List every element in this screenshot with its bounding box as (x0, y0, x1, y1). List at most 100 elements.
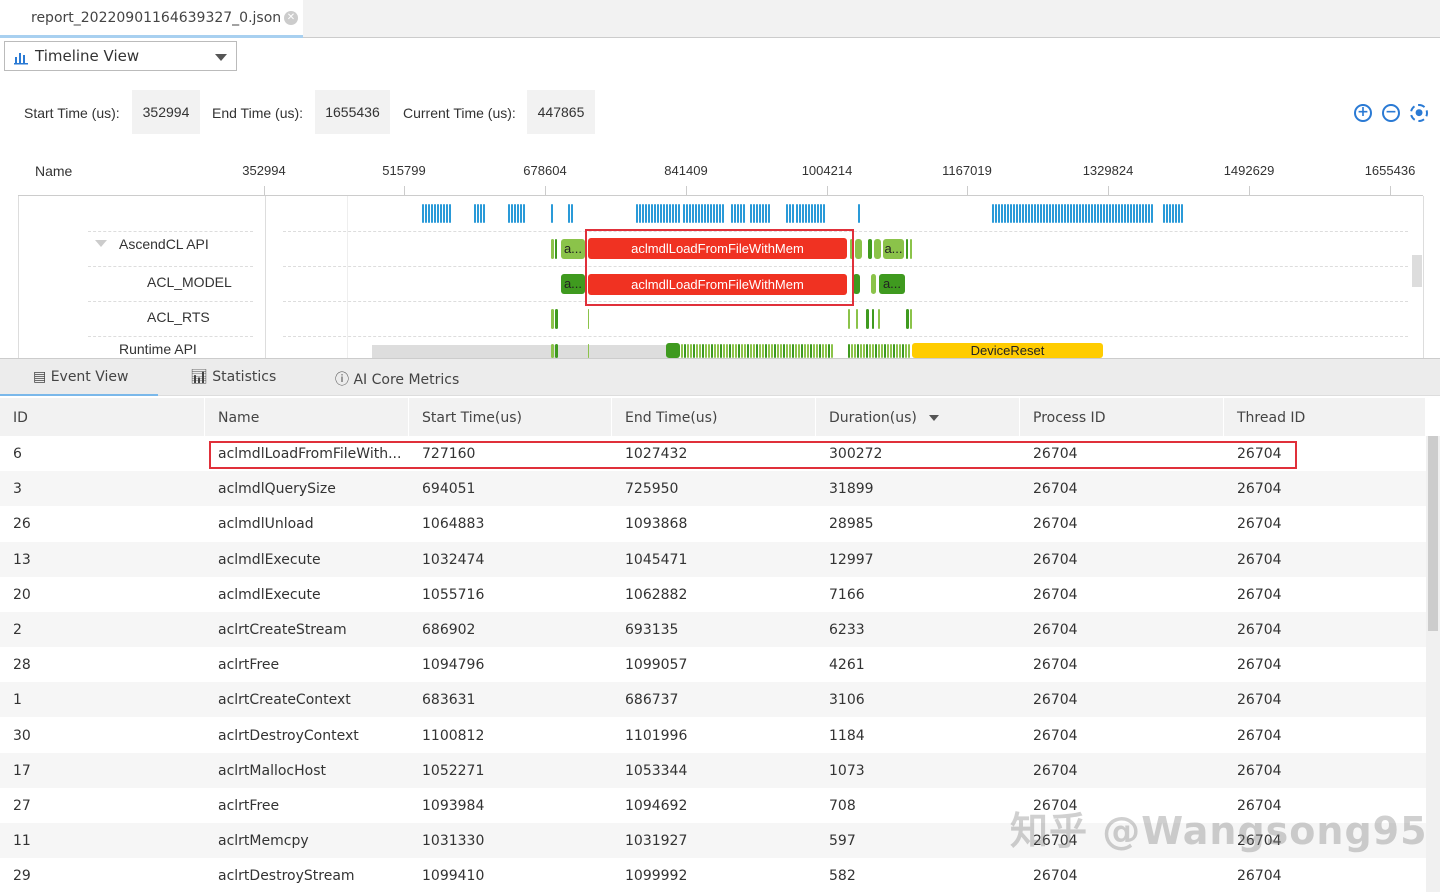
trace-event[interactable] (811, 204, 813, 223)
trace-event[interactable] (428, 204, 430, 223)
trace-event[interactable] (1052, 204, 1054, 223)
runtime-event[interactable] (729, 344, 731, 358)
trace-event[interactable] (792, 204, 794, 223)
api-event[interactable] (551, 239, 554, 259)
runtime-event[interactable] (759, 344, 761, 358)
runtime-event[interactable] (851, 344, 853, 358)
trace-event[interactable] (1124, 204, 1126, 223)
runtime-event[interactable] (765, 344, 767, 358)
api-event[interactable]: a... (561, 239, 585, 259)
rts-event[interactable] (551, 309, 554, 329)
runtime-event[interactable] (756, 344, 758, 358)
trace-event[interactable] (568, 204, 570, 223)
runtime-event[interactable] (884, 344, 886, 358)
runtime-event[interactable] (786, 344, 788, 358)
runtime-event[interactable] (666, 343, 680, 358)
rts-event[interactable] (910, 309, 912, 329)
runtime-event[interactable] (801, 344, 803, 358)
trace-event[interactable] (1070, 204, 1072, 223)
runtime-event[interactable] (819, 344, 821, 358)
trace-event[interactable] (1145, 204, 1147, 223)
runtime-event[interactable] (774, 344, 776, 358)
trace-event[interactable] (474, 204, 476, 223)
trace-event[interactable] (1067, 204, 1069, 223)
trace-event[interactable] (1148, 204, 1150, 223)
trace-event[interactable] (1115, 204, 1117, 223)
trace-event[interactable] (1031, 204, 1033, 223)
model-event[interactable] (871, 274, 876, 294)
runtime-event[interactable] (872, 344, 874, 358)
trace-event[interactable] (1010, 204, 1012, 223)
runtime-event[interactable] (863, 344, 865, 358)
trace-event[interactable] (663, 204, 665, 223)
runtime-event[interactable] (711, 344, 713, 358)
rts-event[interactable] (906, 309, 909, 329)
runtime-event[interactable] (588, 344, 589, 358)
tab-ai-core-metrics[interactable]: ⓘ AI Core Metrics (335, 369, 459, 389)
track-acl-rts[interactable]: ACL_RTS (147, 309, 210, 325)
trace-event[interactable] (1172, 204, 1174, 223)
runtime-event[interactable] (887, 344, 889, 358)
trace-event[interactable] (1175, 204, 1177, 223)
trace-event[interactable] (768, 204, 770, 223)
file-tab[interactable]: report_20220901164639327_0.json ✕ (0, 0, 303, 38)
end-time-input[interactable]: 1655436 (315, 90, 390, 134)
runtime-event[interactable] (705, 344, 707, 358)
trace-event[interactable] (1043, 204, 1045, 223)
zoom-in-icon[interactable]: + (1354, 104, 1372, 122)
trace-event[interactable] (425, 204, 427, 223)
runtime-event[interactable] (813, 344, 815, 358)
runtime-event[interactable] (854, 344, 856, 358)
trace-event[interactable] (1085, 204, 1087, 223)
runtime-event[interactable] (893, 344, 895, 358)
runtime-event-device-reset[interactable]: DeviceReset (912, 343, 1103, 358)
runtime-event[interactable] (878, 344, 880, 358)
table-row[interactable]: 1 aclrtCreateContext 683631 686737 3106 26704… (0, 682, 1426, 718)
rts-event[interactable] (848, 309, 850, 329)
trace-event[interactable] (636, 204, 638, 223)
track-ascendcl-api[interactable]: AscendCL API (119, 236, 209, 252)
runtime-event[interactable] (783, 344, 785, 358)
trace-event[interactable] (820, 204, 822, 223)
runtime-event[interactable] (762, 344, 764, 358)
runtime-event[interactable] (881, 344, 883, 358)
trace-event[interactable] (1037, 204, 1039, 223)
reset-zoom-icon[interactable]: ● (1410, 104, 1428, 122)
table-row[interactable]: 27 aclrtFree 1093984 1094692 708 26704 26704 (0, 788, 1426, 823)
runtime-event[interactable] (693, 344, 695, 358)
runtime-event[interactable] (551, 344, 554, 358)
runtime-event[interactable] (684, 344, 686, 358)
runtime-event[interactable] (822, 344, 824, 358)
column-header[interactable]: Process ID (1020, 398, 1224, 436)
table-row[interactable]: 2 aclrtCreateStream 686902 693135 6233 26704 2… (0, 612, 1426, 647)
trace-event[interactable] (1097, 204, 1099, 223)
trace-event[interactable] (1049, 204, 1051, 223)
runtime-event[interactable] (899, 344, 901, 358)
trace-event[interactable] (1082, 204, 1084, 223)
trace-event[interactable] (1151, 204, 1153, 223)
trace-event[interactable] (1064, 204, 1066, 223)
trace-event[interactable] (1016, 204, 1018, 223)
trace-event[interactable] (701, 204, 703, 223)
runtime-event[interactable] (828, 344, 830, 358)
trace-event[interactable] (689, 204, 691, 223)
trace-event[interactable] (1100, 204, 1102, 223)
runtime-event[interactable] (741, 344, 743, 358)
trace-event[interactable] (657, 204, 659, 223)
runtime-event[interactable] (789, 344, 791, 358)
runtime-event[interactable] (690, 344, 692, 358)
runtime-event[interactable] (699, 344, 701, 358)
trace-event[interactable] (1034, 204, 1036, 223)
trace-event[interactable] (660, 204, 662, 223)
rts-event[interactable] (872, 309, 874, 329)
runtime-event[interactable] (702, 344, 704, 358)
column-header[interactable]: Duration(us) (816, 398, 1020, 436)
rts-event[interactable] (856, 309, 858, 329)
runtime-event[interactable] (555, 344, 558, 358)
trace-event[interactable] (1166, 204, 1168, 223)
trace-event[interactable] (1181, 204, 1183, 223)
table-row[interactable]: 13 aclmdlExecute 1032474 1045471 12997 26704 2… (0, 541, 1426, 577)
runtime-event[interactable] (792, 344, 794, 358)
api-event[interactable] (855, 239, 862, 259)
trace-event[interactable] (431, 204, 433, 223)
